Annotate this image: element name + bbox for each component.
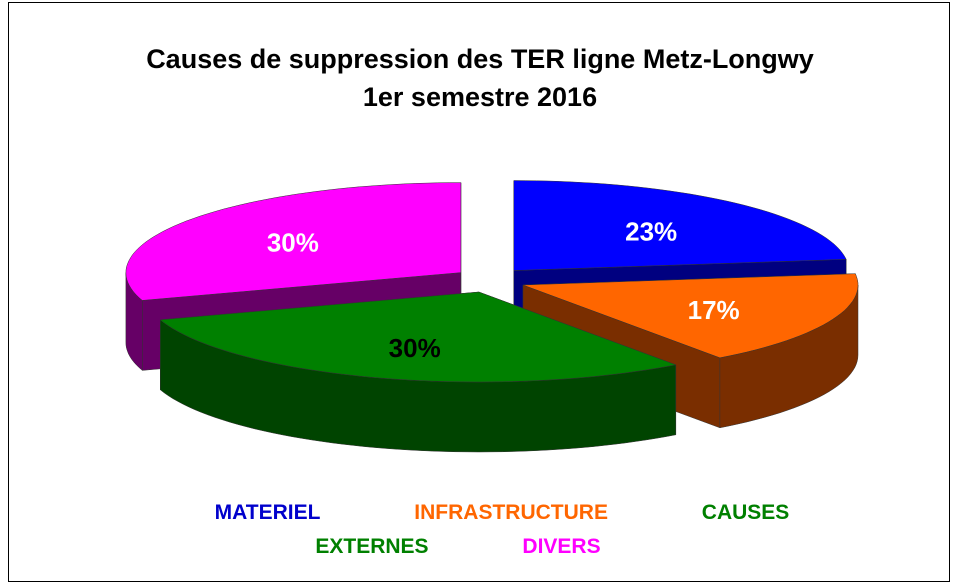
chart-title: Causes de suppression des TER ligne Metz… (146, 44, 814, 112)
slice (513, 180, 847, 271)
data-label: 17% (688, 295, 740, 325)
legend-entry: CAUSES EXTERNES (315, 501, 790, 558)
legend-entry: DIVERS (522, 535, 601, 558)
data-label: 30% (267, 228, 319, 258)
legend: MATERIEL INFRASTRUCTURE CAUSES EXTERNES … (120, 496, 840, 564)
legend-entry: INFRASTRUCTURE (414, 501, 608, 524)
slice (125, 182, 462, 301)
slice (159, 291, 677, 383)
data-label: 23% (625, 217, 677, 247)
slice (522, 273, 859, 359)
data-label: 30% (389, 333, 441, 363)
legend-entry: MATERIEL (214, 501, 321, 524)
